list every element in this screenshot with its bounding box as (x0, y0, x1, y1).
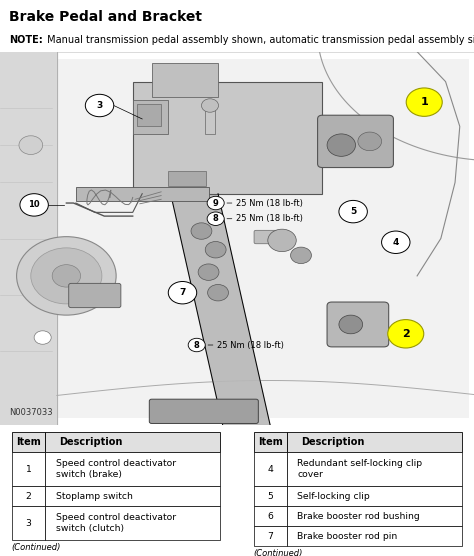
Text: NOTE:: NOTE: (9, 35, 43, 45)
FancyBboxPatch shape (137, 104, 161, 126)
Bar (287, 506, 462, 526)
Bar (45, 452, 220, 486)
Circle shape (205, 241, 226, 258)
FancyBboxPatch shape (318, 115, 393, 167)
Text: Manual transmission pedal assembly shown, automatic transmission pedal assembly : Manual transmission pedal assembly shown… (44, 35, 474, 45)
Circle shape (52, 265, 81, 287)
Bar (287, 432, 462, 452)
Circle shape (382, 231, 410, 254)
Text: Description: Description (59, 437, 123, 447)
Text: 4: 4 (392, 238, 399, 247)
Circle shape (291, 247, 311, 264)
FancyBboxPatch shape (133, 82, 322, 193)
Text: Brake Pedal and Bracket: Brake Pedal and Bracket (9, 10, 202, 24)
Text: Speed control deactivator
switch (clutch): Speed control deactivator switch (clutch… (56, 513, 176, 533)
Text: 8: 8 (194, 340, 200, 350)
Circle shape (358, 132, 382, 151)
Text: Item: Item (258, 437, 283, 447)
Text: 2: 2 (26, 492, 31, 500)
Bar (12, 506, 45, 540)
Text: 1: 1 (26, 465, 31, 474)
Circle shape (339, 315, 363, 334)
Text: N0037033: N0037033 (9, 408, 53, 417)
Bar (45, 486, 220, 506)
Text: Stoplamp switch: Stoplamp switch (56, 492, 133, 500)
Text: Brake booster rod bushing: Brake booster rod bushing (298, 512, 420, 520)
Circle shape (20, 193, 48, 216)
Text: 7: 7 (179, 288, 186, 297)
Bar (254, 526, 287, 546)
Circle shape (17, 237, 116, 315)
Text: 10: 10 (28, 200, 40, 210)
FancyBboxPatch shape (205, 106, 215, 134)
Bar (254, 506, 287, 526)
Text: (Continued): (Continued) (12, 543, 61, 552)
FancyBboxPatch shape (69, 284, 121, 307)
FancyBboxPatch shape (149, 399, 258, 424)
Text: Brake booster rod pin: Brake booster rod pin (298, 532, 398, 540)
Bar (287, 486, 462, 506)
Text: 4: 4 (267, 465, 273, 474)
Bar (12, 452, 45, 486)
Circle shape (19, 136, 43, 155)
FancyBboxPatch shape (168, 171, 206, 186)
Circle shape (388, 320, 424, 348)
Bar (12, 486, 45, 506)
Text: 9: 9 (213, 198, 219, 207)
Polygon shape (171, 193, 270, 425)
Text: Description: Description (301, 437, 365, 447)
Text: 25 Nm (18 lb-ft): 25 Nm (18 lb-ft) (217, 340, 284, 350)
FancyBboxPatch shape (76, 187, 209, 201)
Circle shape (168, 281, 197, 304)
Text: 25 Nm (18 lb-ft): 25 Nm (18 lb-ft) (236, 214, 303, 223)
Text: Self-locking clip: Self-locking clip (298, 492, 370, 500)
Text: 5: 5 (267, 492, 273, 500)
Circle shape (34, 331, 51, 344)
Circle shape (188, 338, 205, 352)
Text: Redundant self-locking clip
cover: Redundant self-locking clip cover (298, 459, 423, 479)
Text: 25 Nm (18 lb-ft): 25 Nm (18 lb-ft) (236, 198, 303, 207)
Circle shape (198, 264, 219, 280)
FancyBboxPatch shape (152, 63, 218, 97)
Text: 1: 1 (420, 97, 428, 107)
Circle shape (268, 229, 296, 252)
Text: 3: 3 (96, 101, 103, 110)
Bar (254, 432, 287, 452)
Bar (45, 432, 220, 452)
Bar (254, 452, 287, 486)
Text: 8: 8 (213, 214, 219, 223)
FancyBboxPatch shape (133, 100, 168, 134)
Circle shape (191, 223, 212, 239)
Text: Item: Item (16, 437, 41, 447)
Circle shape (406, 88, 442, 116)
Circle shape (208, 285, 228, 301)
Bar (45, 506, 220, 540)
FancyBboxPatch shape (254, 230, 289, 244)
Circle shape (201, 99, 219, 112)
Text: (Continued): (Continued) (254, 549, 303, 556)
Bar (254, 486, 287, 506)
Text: 5: 5 (350, 207, 356, 216)
Text: 7: 7 (267, 532, 273, 540)
Circle shape (207, 196, 224, 210)
Text: 6: 6 (267, 512, 273, 520)
Bar (287, 452, 462, 486)
Polygon shape (0, 52, 57, 425)
Text: 3: 3 (26, 519, 31, 528)
Circle shape (327, 134, 356, 156)
Bar (12, 432, 45, 452)
FancyBboxPatch shape (327, 302, 389, 347)
Text: Speed control deactivator
switch (brake): Speed control deactivator switch (brake) (56, 459, 176, 479)
Circle shape (85, 95, 114, 117)
Bar (287, 526, 462, 546)
Circle shape (207, 212, 224, 225)
Text: 2: 2 (402, 329, 410, 339)
Circle shape (31, 248, 102, 304)
Circle shape (339, 200, 367, 223)
